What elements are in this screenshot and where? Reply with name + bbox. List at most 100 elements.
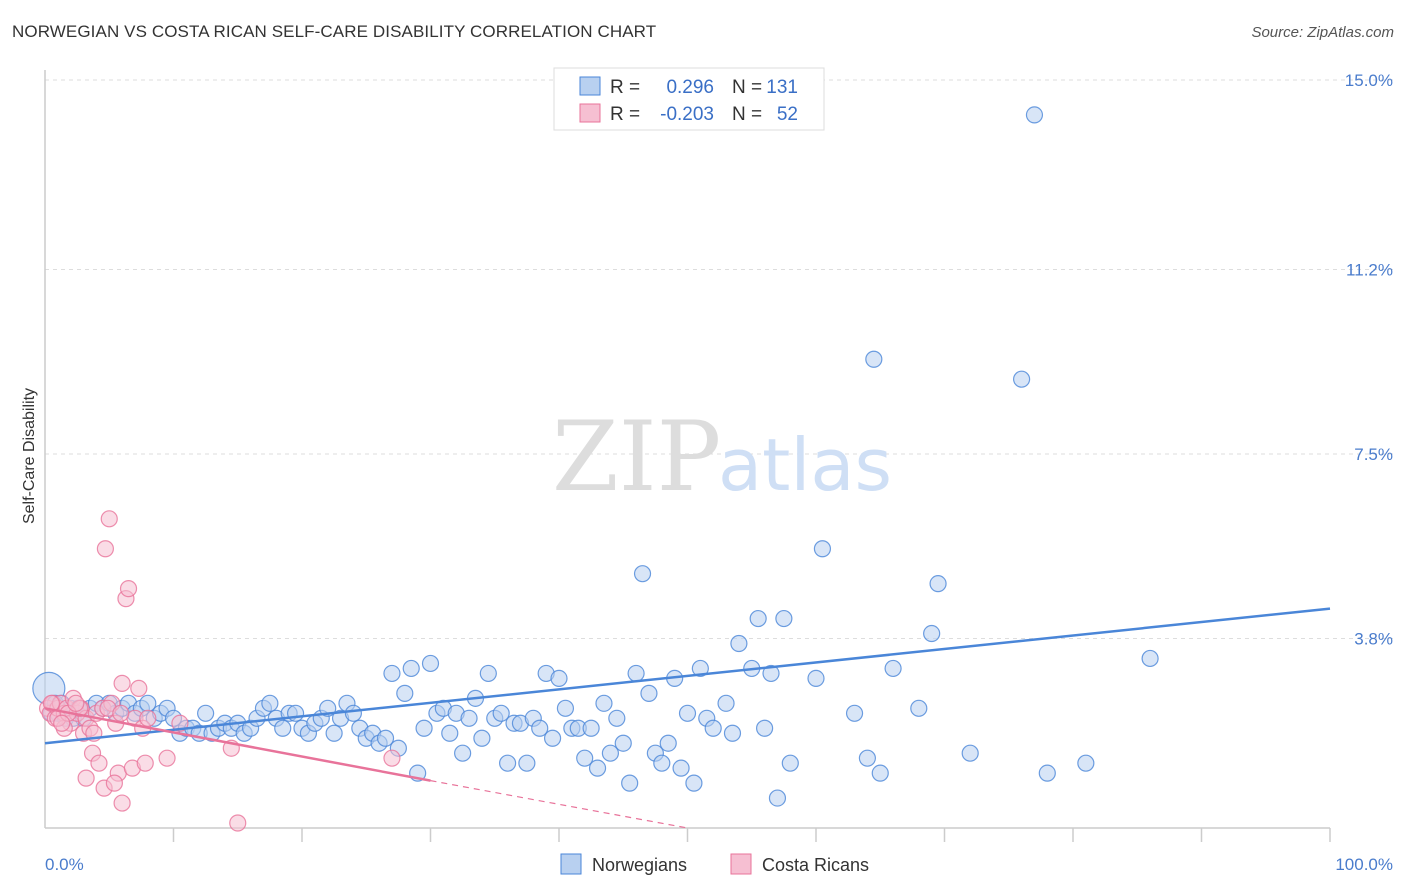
point-1-19 [96,540,114,558]
x-tick-label-max: 100.0% [1335,855,1393,874]
point-0-62 [415,719,433,737]
point-1-47 [112,704,130,722]
y-tick-label-2: 11.2% [1346,260,1393,279]
y-tick-label-1: 7.5% [1354,445,1393,464]
y-tick-labels: 3.8% 7.5% 11.2% 15.0% [1345,71,1393,649]
grid-lines [45,79,1393,640]
point-0-127 [929,575,947,593]
point-0-99 [653,754,671,772]
point-0-102 [672,759,690,777]
point-1-38 [158,749,176,767]
point-0-100 [659,734,677,752]
source-credit: Source: ZipAtlas.com [1251,24,1394,41]
point-0-120 [845,704,864,722]
legend-swatch-costa-ricans [579,103,601,123]
legend-n-label-1: N = [732,104,762,125]
point-0-72 [479,664,497,683]
point-0-122 [865,350,883,368]
trend-line-0 [44,607,1331,745]
point-0-59 [396,684,414,702]
point-0-71 [473,729,491,747]
bottom-legend-label-norwegians: Norwegians [592,855,687,875]
bottom-legend-swatch-norwegians [560,853,582,875]
point-0-108 [717,694,735,712]
point-0-119 [813,540,832,558]
point-0-63 [421,654,440,673]
watermark-zip: ZIP [552,401,721,513]
legend-swatch-norwegians [579,76,601,96]
point-0-74 [492,704,510,722]
series-costa-ricans [38,510,401,832]
point-0-103 [678,704,697,722]
point-0-130 [1025,106,1044,124]
point-0-129 [1012,370,1031,388]
point-0-83 [550,669,568,688]
point-0-40 [274,719,292,737]
point-1-42 [383,749,401,767]
point-0-42 [286,704,305,722]
point-0-51 [344,704,362,722]
point-0-118 [807,669,825,688]
point-1-26 [119,580,138,598]
point-1-24 [113,674,131,692]
point-0-110 [730,634,748,653]
bottom-legend-label-costa-ricans: Costa Ricans [762,855,869,875]
chart-title: NORWEGIAN VS COSTA RICAN SELF-CARE DISAB… [12,22,657,41]
point-1-17 [90,754,108,772]
watermark: ZIP atlas [552,401,892,513]
point-0-78 [518,754,536,772]
point-0-28 [197,704,215,722]
point-0-132 [1077,754,1095,772]
point-0-93 [614,734,632,752]
point-0-87 [576,749,594,767]
point-0-75 [499,754,517,772]
point-0-56 [376,729,395,747]
point-0-104 [685,774,703,792]
point-1-33 [105,774,123,792]
point-1-30 [139,709,157,727]
legend-r-label-0: R = [610,77,640,98]
legend-n-value-1: 52 [777,104,798,125]
x-tick-label-min: 0.0% [45,855,84,874]
point-0-66 [441,724,459,742]
legend-r-value-1: -0.203 [660,104,714,125]
point-1-41 [229,814,247,832]
point-0-89 [588,759,607,777]
point-0-84 [556,699,575,717]
point-0-126 [923,624,941,643]
point-0-95 [627,664,645,683]
point-0-96 [633,565,652,583]
point-0-68 [454,744,472,762]
point-0-38 [261,694,279,712]
point-0-94 [621,774,639,792]
point-0-105 [691,659,709,678]
point-0-113 [755,719,774,737]
point-0-107 [704,719,722,737]
legend-r-label-1: R = [610,104,640,125]
x-ticks [172,828,1331,842]
point-1-50 [42,694,61,712]
point-0-124 [884,659,902,678]
point-0-112 [749,609,767,628]
point-0-97 [640,684,658,702]
point-0-80 [531,719,549,737]
legend-n-label-0: N = [732,77,762,98]
point-0-133 [1141,649,1159,668]
point-0-123 [871,764,889,782]
legend: R = 0.296 N = 131 R = -0.203 N = 52 [553,67,825,131]
point-0-57 [383,664,401,683]
point-0-60 [402,659,420,678]
point-0-48 [325,724,343,742]
point-0-109 [723,724,742,742]
point-0-115 [768,789,787,807]
point-0-90 [595,694,613,712]
point-0-91 [601,744,620,762]
watermark-atlas: atlas [718,423,892,507]
y-axis-label: Self-Care Disability [21,388,38,524]
point-0-116 [775,609,793,628]
y-tick-label-3: 15.0% [1345,71,1393,90]
point-0-82 [543,729,562,747]
point-0-92 [608,709,626,727]
trend-line-dashed-1 [430,780,688,829]
